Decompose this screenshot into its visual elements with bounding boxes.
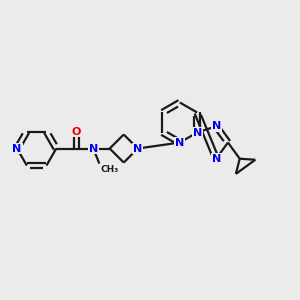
Text: O: O [72,127,81,136]
Text: N: N [212,154,221,164]
Text: N: N [89,143,98,154]
Text: N: N [212,121,221,131]
Text: N: N [133,143,142,154]
Text: N: N [175,137,184,148]
Text: N: N [12,143,22,154]
Text: CH₃: CH₃ [101,165,119,174]
Text: N: N [193,128,202,137]
